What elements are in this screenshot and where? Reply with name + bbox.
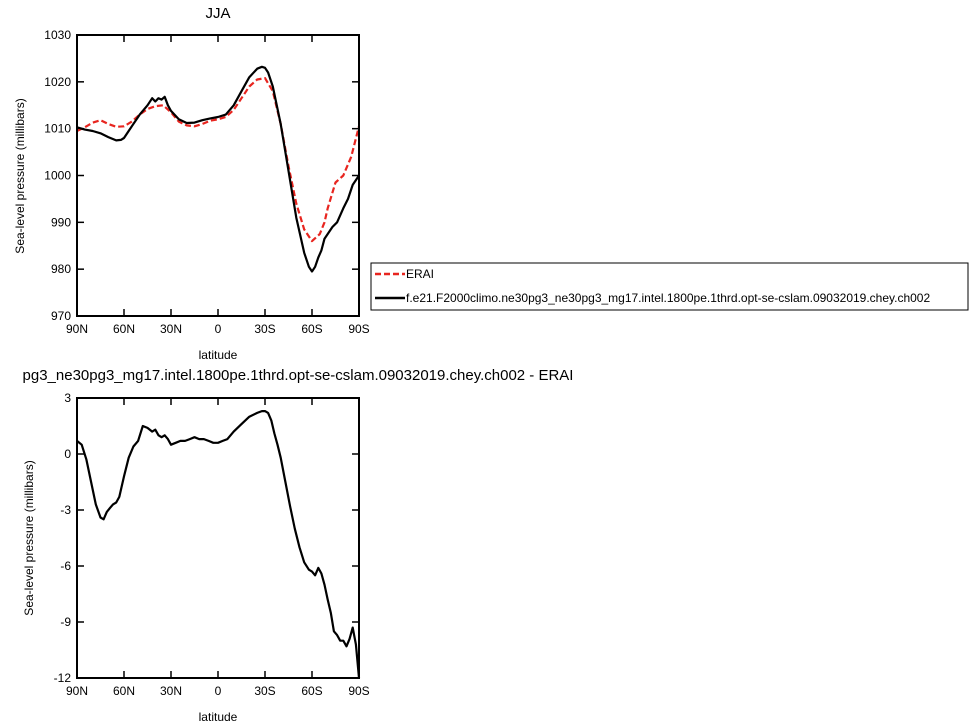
top-xtick-label: 30N: [160, 322, 182, 336]
bottom-xtick-label: 60N: [113, 684, 135, 698]
top-chart-xlabel: latitude: [199, 348, 238, 362]
top-chart-title: JJA: [205, 5, 230, 22]
top-ytick-label: 1010: [44, 122, 71, 136]
top-chart-lines: [76, 65, 361, 273]
bottom-chart-ticks: 90N 60N 30N 0 30S 60S 90S -12 -9 -6 -3 0 3: [54, 391, 370, 698]
top-ytick-label: 1000: [44, 169, 71, 183]
bottom-ytick-label: -12: [54, 671, 72, 685]
top-chart-ticks: 90N 60N 30N 0 30S 60S 90S 970 980 990 1000 1010 1020…: [44, 28, 369, 336]
bottom-xtick-label: 60S: [301, 684, 322, 698]
bottom-chart-xlabel: latitude: [199, 710, 238, 724]
bottom-ytick-label: -3: [60, 503, 71, 517]
legend-label-model: f.e21.F2000climo.ne30pg3_ne30pg3_mg17.in…: [406, 291, 930, 305]
top-ytick-label: 980: [51, 262, 71, 276]
top-series-line-1: [76, 65, 360, 273]
top-chart: JJA Sea-level pressure (millibars) latit…: [13, 5, 370, 362]
legend-box: [370, 262, 969, 311]
top-chart-ylabel: Sea-level pressure (millibars): [13, 98, 27, 253]
top-ytick-label: 1030: [44, 28, 71, 42]
top-ytick-label: 990: [51, 215, 71, 229]
legend: ERAI f.e21.F2000climo.ne30pg3_ne30pg3_mg…: [370, 262, 969, 311]
bottom-xtick-label: 0: [215, 684, 222, 698]
bottom-series-line-0: [76, 410, 361, 679]
top-xtick-label: 30S: [254, 322, 275, 336]
bottom-chart-title: pg3_ne30pg3_mg17.intel.1800pe.1thrd.opt-…: [23, 367, 574, 384]
top-chart-plot-frame: [76, 34, 360, 317]
top-series-line-0: [76, 76, 361, 243]
bottom-xtick-label: 30S: [254, 684, 275, 698]
bottom-xtick-label: 30N: [160, 684, 182, 698]
top-ytick-label: 1020: [44, 75, 71, 89]
top-xtick-label: 60N: [113, 322, 135, 336]
bottom-chart-ylabel: Sea-level pressure (millibars): [22, 460, 36, 615]
bottom-ytick-label: -9: [60, 615, 71, 629]
bottom-chart-plot-frame: [76, 397, 360, 679]
legend-label-erai: ERAI: [406, 267, 434, 281]
bottom-ytick-label: 0: [64, 447, 71, 461]
top-xtick-label: 60S: [301, 322, 322, 336]
top-xtick-label: 90S: [348, 322, 369, 336]
bottom-xtick-label: 90S: [348, 684, 369, 698]
bottom-ytick-label: 3: [64, 391, 71, 405]
bottom-chart: pg3_ne30pg3_mg17.intel.1800pe.1thrd.opt-…: [22, 367, 573, 724]
top-xtick-label: 90N: [66, 322, 88, 336]
top-xtick-label: 0: [215, 322, 222, 336]
bottom-xtick-label: 90N: [66, 684, 88, 698]
top-ytick-label: 970: [51, 309, 71, 323]
bottom-ytick-label: -6: [60, 559, 71, 573]
bottom-chart-lines: [76, 410, 361, 679]
